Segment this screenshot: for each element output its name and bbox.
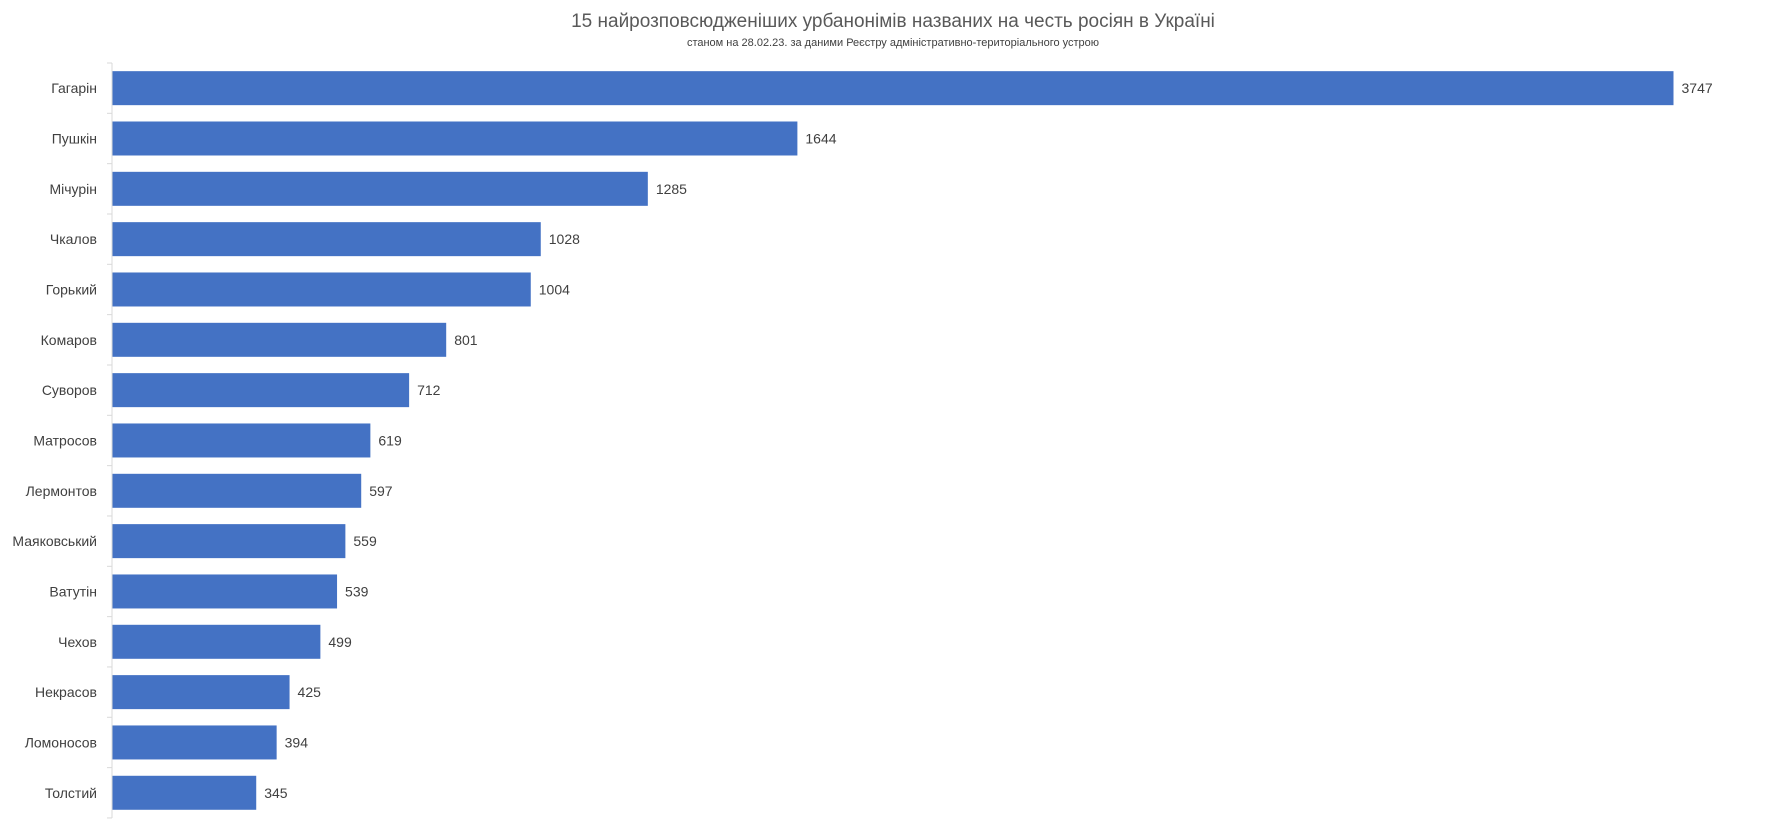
data-label: 712	[417, 382, 441, 398]
data-label: 801	[454, 332, 478, 348]
data-label: 345	[264, 785, 288, 801]
data-label: 597	[369, 483, 393, 499]
bar	[112, 473, 362, 508]
category-label: Суворов	[42, 382, 97, 398]
category-label: Ватутін	[49, 583, 97, 599]
category-label: Толстий	[45, 785, 97, 801]
data-label: 539	[345, 583, 369, 599]
bar	[112, 171, 648, 206]
data-label: 1285	[656, 181, 687, 197]
data-label: 559	[353, 533, 377, 549]
category-label: Чкалов	[50, 231, 97, 247]
bar	[112, 71, 1674, 106]
data-label: 1644	[805, 130, 836, 146]
data-label: 3747	[1682, 80, 1713, 96]
bar	[112, 121, 798, 156]
category-label: Маяковський	[12, 533, 97, 549]
data-label: 1028	[549, 231, 580, 247]
axis-layer	[107, 62, 113, 819]
category-label: Гагарін	[51, 80, 97, 96]
category-label: Пушкін	[52, 130, 97, 146]
data-label: 425	[298, 684, 322, 700]
data-label: 1004	[539, 281, 570, 297]
category-label: Комаров	[41, 332, 97, 348]
bar	[112, 574, 338, 609]
labels-layer: Гагарін 3747 Пушкін 1644 Мічурін 1285 Чкалов 10…	[12, 80, 1712, 801]
bars-layer	[112, 71, 1674, 810]
chart-subtitle: станом на 28.02.23. за даними Реєстру ад…	[687, 37, 1099, 49]
bar	[112, 322, 447, 357]
data-label: 499	[328, 634, 352, 650]
data-label: 394	[285, 734, 309, 750]
category-label: Горький	[46, 281, 97, 297]
bar	[112, 272, 531, 307]
data-label: 619	[378, 432, 402, 448]
bar	[112, 222, 541, 257]
category-label: Матросов	[33, 432, 97, 448]
category-label: Некрасов	[35, 684, 97, 700]
bar	[112, 675, 290, 710]
bar	[112, 725, 277, 760]
bar	[112, 524, 346, 559]
chart-title: 15 найрозповсюдженіших урбанонімів назва…	[571, 11, 1215, 32]
category-label: Мічурін	[49, 181, 97, 197]
category-label: Чехов	[58, 634, 97, 650]
bar	[112, 624, 321, 659]
bar	[112, 423, 371, 458]
category-label: Лермонтов	[26, 483, 97, 499]
bar	[112, 373, 410, 408]
bar	[112, 775, 257, 810]
category-label: Ломоносов	[25, 734, 97, 750]
